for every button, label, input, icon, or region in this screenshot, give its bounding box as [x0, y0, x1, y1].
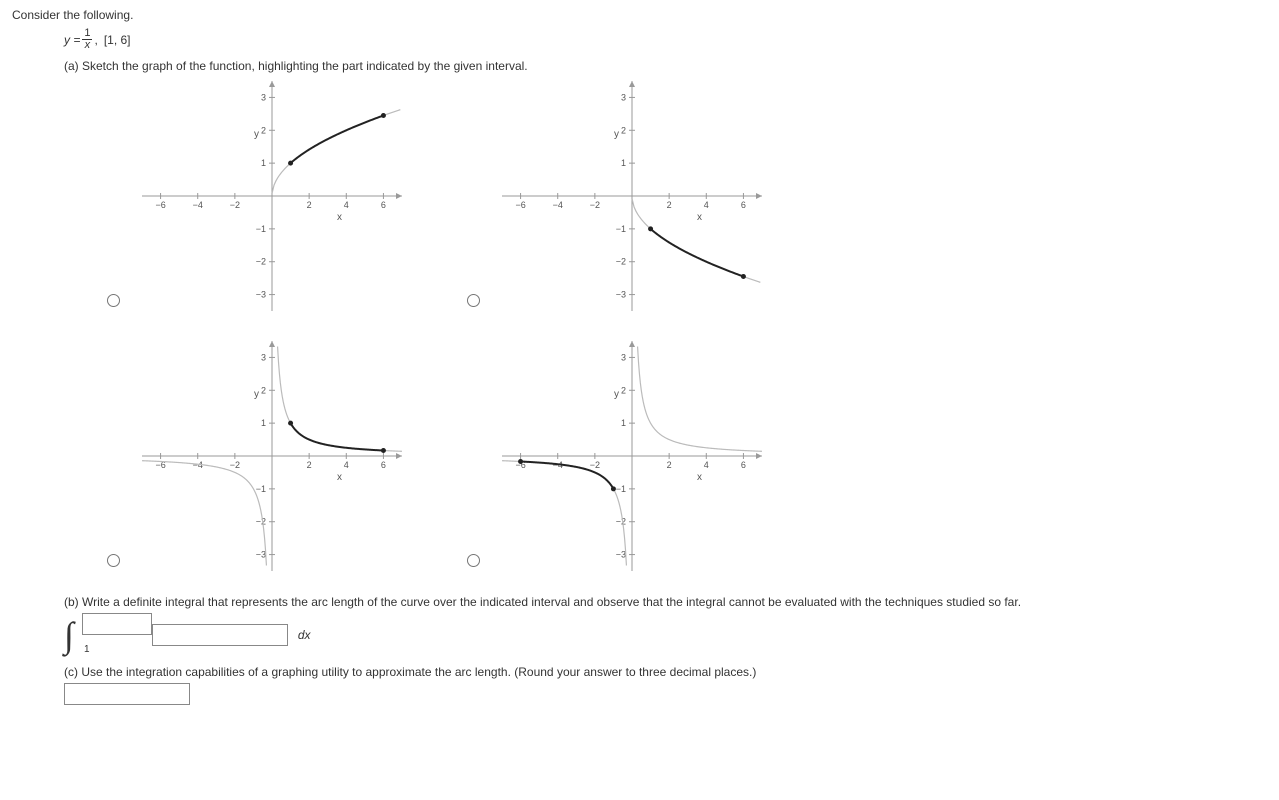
svg-text:4: 4 [704, 200, 709, 210]
svg-text:3: 3 [621, 352, 626, 362]
svg-text:4: 4 [344, 200, 349, 210]
graph-option-4[interactable] [467, 554, 480, 567]
svg-text:6: 6 [381, 200, 386, 210]
svg-text:3: 3 [621, 92, 626, 102]
graph-option-3[interactable] [107, 554, 120, 567]
svg-text:4: 4 [344, 460, 349, 470]
svg-text:−1: −1 [256, 484, 266, 494]
svg-text:3: 3 [261, 92, 266, 102]
svg-text:−2: −2 [590, 460, 600, 470]
equation: y = 1 x , [1, 6] [64, 28, 1267, 51]
svg-text:−1: −1 [616, 224, 626, 234]
svg-text:2: 2 [307, 460, 312, 470]
graph-4: −6−4−2246−3−2−1123xy [502, 341, 802, 571]
svg-text:−4: −4 [193, 200, 203, 210]
svg-text:3: 3 [261, 352, 266, 362]
svg-text:x: x [337, 212, 342, 223]
svg-text:−6: −6 [155, 200, 165, 210]
graph-option-2[interactable] [467, 294, 480, 307]
fraction: 1 x [82, 28, 92, 51]
part-a-text: (a) Sketch the graph of the function, hi… [64, 59, 1267, 73]
svg-text:−4: −4 [553, 200, 563, 210]
svg-text:−1: −1 [256, 224, 266, 234]
svg-text:−3: −3 [616, 550, 626, 560]
svg-text:1: 1 [621, 418, 626, 428]
svg-text:1: 1 [261, 418, 266, 428]
svg-text:−2: −2 [590, 200, 600, 210]
svg-text:2: 2 [667, 460, 672, 470]
svg-text:1: 1 [261, 158, 266, 168]
svg-text:y: y [254, 129, 259, 140]
svg-text:2: 2 [261, 385, 266, 395]
part-c-answer-input[interactable] [64, 683, 190, 705]
svg-text:6: 6 [381, 460, 386, 470]
svg-text:−6: −6 [515, 200, 525, 210]
svg-text:6: 6 [741, 200, 746, 210]
graph-3: −6−4−2246−3−2−1123xy [142, 341, 442, 571]
svg-text:2: 2 [261, 125, 266, 135]
integral-symbol: ∫ 1 [64, 617, 74, 653]
svg-text:y: y [614, 129, 619, 140]
svg-text:x: x [697, 212, 702, 223]
graph-option-1[interactable] [107, 294, 120, 307]
graph-2: −6 −4 −2 2 4 6 −3 −2 −1 1 2 3 x y [502, 81, 802, 311]
svg-text:x: x [697, 472, 702, 483]
svg-text:2: 2 [621, 125, 626, 135]
svg-text:6: 6 [741, 460, 746, 470]
integral-row: ∫ 1 dx [64, 617, 1267, 653]
svg-text:−2: −2 [616, 517, 626, 527]
svg-text:−2: −2 [256, 517, 266, 527]
interval: [1, 6] [104, 33, 131, 47]
comma: , [94, 33, 97, 47]
svg-text:−3: −3 [256, 290, 266, 300]
integral-lower: 1 [84, 644, 90, 655]
svg-text:y: y [254, 389, 259, 400]
svg-text:−2: −2 [230, 200, 240, 210]
svg-text:−1: −1 [616, 484, 626, 494]
svg-text:4: 4 [704, 460, 709, 470]
svg-text:2: 2 [621, 385, 626, 395]
svg-text:−2: −2 [616, 257, 626, 267]
svg-text:−3: −3 [616, 290, 626, 300]
part-c-text: (c) Use the integration capabilities of … [64, 665, 1267, 679]
denominator: x [83, 40, 93, 51]
svg-text:1: 1 [621, 158, 626, 168]
svg-text:−2: −2 [256, 257, 266, 267]
svg-text:−2: −2 [230, 460, 240, 470]
integral-upper-input[interactable] [82, 613, 152, 635]
svg-text:x: x [337, 472, 342, 483]
graph-grid: −6 −4 −2 2 4 6 −3 −2 −1 1 2 3 x y −6 −4 −2 2 4 6 −3 −2 −1 1 2 3 x… [92, 81, 1267, 571]
svg-text:2: 2 [307, 200, 312, 210]
dx-label: dx [298, 628, 311, 642]
svg-text:y: y [614, 389, 619, 400]
svg-text:2: 2 [667, 200, 672, 210]
intro-text: Consider the following. [12, 8, 1267, 22]
svg-text:−3: −3 [256, 550, 266, 560]
integrand-input[interactable] [152, 624, 288, 646]
eq-lhs: y = [64, 33, 80, 47]
part-b-text: (b) Write a definite integral that repre… [64, 595, 1267, 609]
graph-1: −6 −4 −2 2 4 6 −3 −2 −1 1 2 3 x y [142, 81, 442, 311]
